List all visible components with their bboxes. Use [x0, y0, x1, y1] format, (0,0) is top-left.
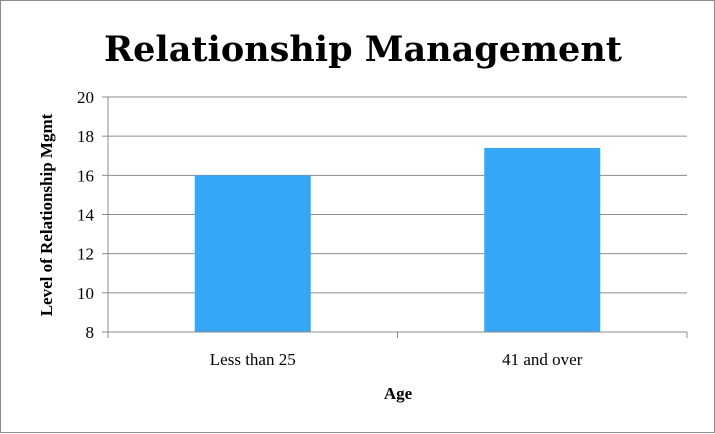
y-tick-label: 16 — [77, 166, 94, 185]
bars — [194, 147, 601, 332]
x-tick-label: Less than 25 — [210, 350, 296, 369]
y-tick-label: 20 — [77, 88, 94, 107]
y-tick-label: 12 — [77, 245, 94, 264]
y-tick-label: 18 — [77, 127, 94, 146]
x-axis-title: Age — [384, 384, 413, 403]
bar — [194, 175, 311, 332]
y-tick-label: 14 — [77, 206, 95, 225]
x-tick-label: 41 and over — [502, 350, 583, 369]
chart-title: Relationship Management — [104, 29, 622, 70]
x-tick-labels: Less than 25 41 and over — [210, 350, 583, 369]
y-tick-label: 10 — [77, 284, 94, 303]
y-tick-label: 8 — [86, 323, 95, 342]
y-axis-title: Level of Relationship Mgmt — [37, 113, 56, 316]
y-tick-labels: 8 10 12 14 16 18 20 — [77, 88, 95, 342]
bar — [484, 147, 601, 332]
axes — [102, 96, 688, 338]
